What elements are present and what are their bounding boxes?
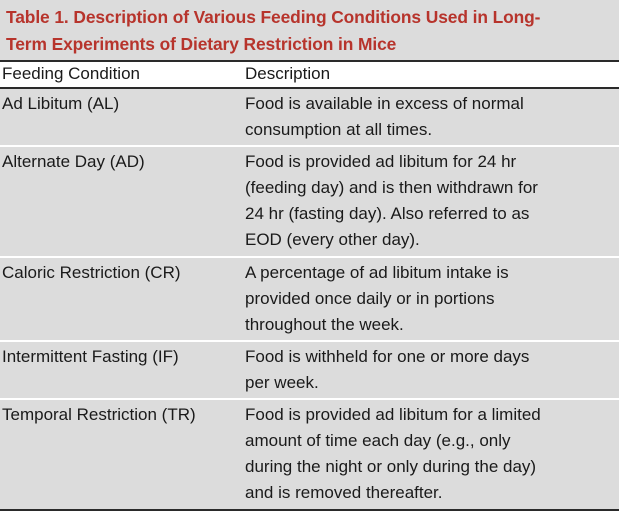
description-line: per week.: [245, 373, 319, 392]
table-caption: Table 1. Description of Various Feeding …: [0, 0, 619, 62]
table-row-ad-libitum: Ad Libitum (AL) Food is available in exc…: [0, 89, 619, 147]
description-line: EOD (every other day).: [245, 230, 420, 249]
table-row-intermittent-fasting: Intermittent Fasting (IF) Food is withhe…: [0, 342, 619, 400]
description-line: Food is available in excess of normal: [245, 94, 524, 113]
caption-line-2: Term Experiments of Dietary Restriction …: [6, 34, 397, 54]
cell-description: Food is available in excess of normal co…: [245, 91, 619, 145]
cell-condition: Alternate Day (AD): [2, 152, 145, 171]
cell-description: Food is provided ad libitum for a limite…: [245, 402, 619, 509]
caption-line-1: Table 1. Description of Various Feeding …: [6, 7, 541, 27]
cell-description: A percentage of ad libitum intake is pro…: [245, 260, 619, 340]
description-line: and is removed thereafter.: [245, 483, 443, 502]
cell-condition: Ad Libitum (AL): [2, 94, 120, 113]
description-line: provided once daily or in portions: [245, 289, 495, 308]
description-line: Food is provided ad libitum for 24 hr: [245, 152, 517, 171]
description-line: Food is provided ad libitum for a limite…: [245, 405, 541, 424]
table-header-row: Feeding Condition Description: [0, 62, 619, 89]
description-line: consumption at all times.: [245, 120, 433, 139]
description-line: throughout the week.: [245, 315, 404, 334]
table-row-temporal-restriction: Temporal Restriction (TR) Food is provid…: [0, 400, 619, 511]
cell-condition: Caloric Restriction (CR): [2, 263, 181, 282]
description-line: (feeding day) and is then withdrawn for: [245, 178, 538, 197]
table-row-caloric-restriction: Caloric Restriction (CR) A percentage of…: [0, 258, 619, 342]
table-row-alternate-day: Alternate Day (AD) Food is provided ad l…: [0, 147, 619, 258]
description-line: Food is withheld for one or more days: [245, 347, 530, 366]
cell-description: Food is provided ad libitum for 24 hr (f…: [245, 149, 619, 256]
cell-condition: Intermittent Fasting (IF): [2, 347, 179, 366]
cell-condition: Temporal Restriction (TR): [2, 405, 196, 424]
header-feeding-condition: Feeding Condition: [2, 64, 140, 83]
description-line: during the night or only during the day): [245, 457, 537, 476]
description-line: amount of time each day (e.g., only: [245, 431, 511, 450]
description-line: 24 hr (fasting day). Also referred to as: [245, 204, 530, 223]
header-description: Description: [245, 64, 331, 83]
cell-description: Food is withheld for one or more days pe…: [245, 344, 619, 398]
description-line: A percentage of ad libitum intake is: [245, 263, 509, 282]
